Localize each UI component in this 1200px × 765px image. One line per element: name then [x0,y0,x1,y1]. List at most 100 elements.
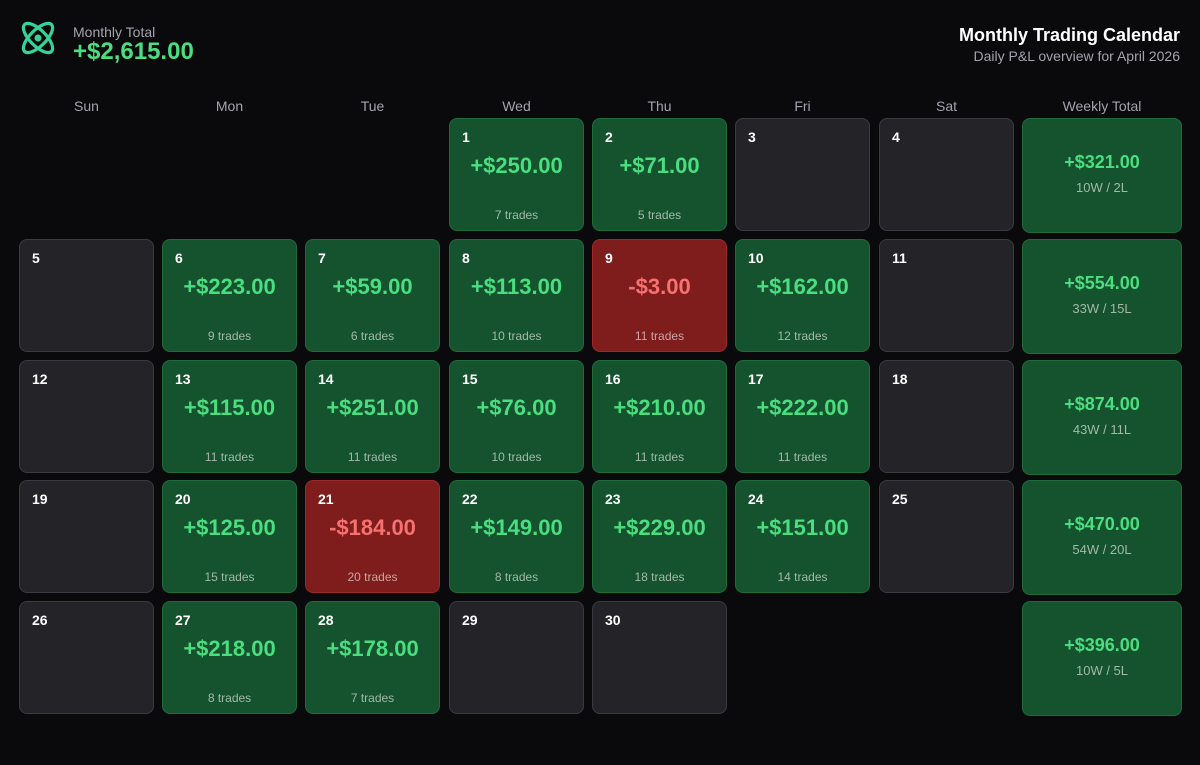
weekly-win-loss-record: 33W / 15L [1072,301,1132,316]
day-cell-5[interactable]: 5 [19,239,154,352]
day-number: 25 [892,491,908,507]
weekly-win-loss-record: 10W / 2L [1075,180,1129,195]
day-cell-25[interactable]: 25 [879,480,1014,593]
day-cell-12[interactable]: 12 [19,360,154,473]
day-pnl: +$223.00 [183,274,276,299]
day-pnl: +$251.00 [326,395,419,420]
day-pnl: +$149.00 [470,515,563,540]
day-cell-2[interactable]: 2 +$71.00 5 trades [592,118,727,231]
day-trade-count: 8 trades [494,570,539,584]
day-header-fri: Fri [794,98,811,114]
day-cell-20[interactable]: 20 +$125.00 15 trades [162,480,297,593]
day-trade-count: 20 trades [347,570,398,584]
day-cell-14[interactable]: 14 +$251.00 11 trades [305,360,440,473]
day-pnl: +$178.00 [326,636,419,661]
day-number: 15 [462,371,478,387]
day-header-thu: Thu [647,98,672,114]
monthly-total-label: Monthly Total [73,24,156,40]
day-pnl: +$71.00 [619,153,700,178]
day-pnl: +$59.00 [332,274,413,299]
day-trade-count: 11 trades [347,450,398,464]
day-number: 1 [462,129,470,145]
day-trade-count: 10 trades [491,329,542,343]
day-number: 28 [318,612,334,628]
day-number: 16 [605,371,621,387]
day-cell-24[interactable]: 24 +$151.00 14 trades [735,480,870,593]
day-number: 4 [892,129,900,145]
day-cell-9[interactable]: 9 -$3.00 11 trades [592,239,727,352]
day-cell-4[interactable]: 4 [879,118,1014,231]
day-cell-30[interactable]: 30 [592,601,727,714]
day-cell-19[interactable]: 19 [19,480,154,593]
day-cell-18[interactable]: 18 [879,360,1014,473]
day-number: 6 [175,250,183,266]
day-header-weekly-total: Weekly Total [1062,98,1142,114]
day-cell-28[interactable]: 28 +$178.00 7 trades [305,601,440,714]
day-number: 11 [892,250,907,266]
atom-logo-icon [17,17,59,59]
day-cell-26[interactable]: 26 [19,601,154,714]
day-pnl: -$184.00 [329,515,416,540]
day-pnl: +$222.00 [756,395,849,420]
day-number: 30 [605,612,621,628]
day-cell-13[interactable]: 13 +$115.00 11 trades [162,360,297,473]
day-number: 5 [32,250,40,266]
day-number: 21 [318,491,334,507]
day-number: 8 [462,250,470,266]
day-cell-11[interactable]: 11 [879,239,1014,352]
day-cell-29[interactable]: 29 [449,601,584,714]
header: Monthly Total +$2,615.00 Monthly Trading… [0,0,1200,90]
day-number: 17 [748,371,764,387]
day-trade-count: 9 trades [207,329,252,343]
day-trade-count: 7 trades [350,691,395,705]
weekly-pnl: +$321.00 [1064,152,1140,172]
weekly-total-cell[interactable]: +$470.00 54W / 20L [1022,480,1182,595]
day-trade-count: 11 trades [634,450,685,464]
day-pnl: +$125.00 [183,515,276,540]
day-trade-count: 11 trades [777,450,828,464]
day-number: 24 [748,491,764,507]
day-number: 22 [462,491,478,507]
day-trade-count: 15 trades [204,570,255,584]
day-cell-6[interactable]: 6 +$223.00 9 trades [162,239,297,352]
day-pnl: +$218.00 [183,636,276,661]
day-cell-27[interactable]: 27 +$218.00 8 trades [162,601,297,714]
weekly-total-cell[interactable]: +$874.00 43W / 11L [1022,360,1182,475]
day-cell-22[interactable]: 22 +$149.00 8 trades [449,480,584,593]
day-number: 20 [175,491,191,507]
day-trade-count: 11 trades [204,450,255,464]
day-cell-8[interactable]: 8 +$113.00 10 trades [449,239,584,352]
weekly-total-cell[interactable]: +$396.00 10W / 5L [1022,601,1182,716]
weekly-pnl: +$554.00 [1064,273,1140,293]
day-pnl: +$162.00 [756,274,849,299]
day-cell-7[interactable]: 7 +$59.00 6 trades [305,239,440,352]
day-trade-count: 11 trades [634,329,685,343]
page-title: Monthly Trading Calendar [958,25,1180,45]
day-trade-count: 5 trades [637,208,682,222]
day-cell-10[interactable]: 10 +$162.00 12 trades [735,239,870,352]
day-number: 18 [892,371,908,387]
day-cell-17[interactable]: 17 +$222.00 11 trades [735,360,870,473]
weekly-pnl: +$396.00 [1064,635,1140,655]
day-pnl: +$76.00 [476,395,557,420]
day-cell-1[interactable]: 1 +$250.00 7 trades [449,118,584,231]
day-trade-count: 10 trades [491,450,542,464]
day-number: 12 [32,371,48,387]
day-trade-count: 6 trades [350,329,395,343]
day-cell-15[interactable]: 15 +$76.00 10 trades [449,360,584,473]
monthly-total-value: +$2,615.00 [73,38,194,65]
day-header-sun: Sun [74,98,99,114]
day-number: 9 [605,250,613,266]
day-number: 29 [462,612,478,628]
day-trade-count: 12 trades [777,329,828,343]
weekly-total-cell[interactable]: +$321.00 10W / 2L [1022,118,1182,233]
day-header-wed: Wed [502,98,531,114]
day-cell-23[interactable]: 23 +$229.00 18 trades [592,480,727,593]
day-cell-3[interactable]: 3 [735,118,870,231]
weekly-total-cell[interactable]: +$554.00 33W / 15L [1022,239,1182,354]
day-number: 14 [318,371,334,387]
day-number: 19 [32,491,48,507]
day-cell-16[interactable]: 16 +$210.00 11 trades [592,360,727,473]
day-cell-21[interactable]: 21 -$184.00 20 trades [305,480,440,593]
day-number: 27 [175,612,191,628]
